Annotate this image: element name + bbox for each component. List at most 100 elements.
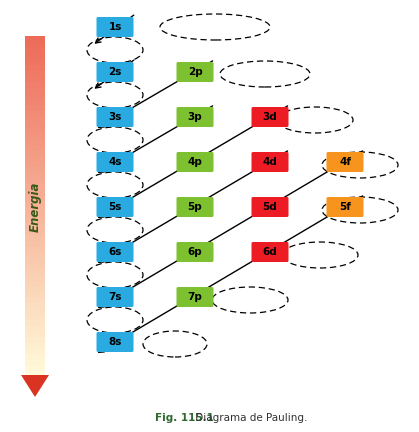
Text: Fig. 115.1: Fig. 115.1 <box>155 413 214 423</box>
Bar <box>25 371 45 377</box>
Bar <box>25 36 45 43</box>
Text: 3s: 3s <box>109 112 122 122</box>
FancyBboxPatch shape <box>96 287 134 307</box>
Text: Diagrama de Pauling.: Diagrama de Pauling. <box>192 413 308 423</box>
FancyBboxPatch shape <box>96 152 134 172</box>
Bar <box>25 88 45 94</box>
Bar <box>25 241 45 247</box>
Bar <box>25 178 45 184</box>
Bar <box>25 190 45 196</box>
Bar <box>25 269 45 275</box>
Bar <box>25 172 45 179</box>
FancyBboxPatch shape <box>251 197 289 217</box>
FancyBboxPatch shape <box>176 287 214 307</box>
FancyBboxPatch shape <box>96 107 134 127</box>
Bar <box>25 144 45 150</box>
Bar <box>25 257 45 264</box>
Bar <box>25 99 45 105</box>
Bar <box>25 110 45 116</box>
FancyBboxPatch shape <box>96 17 134 37</box>
Text: 6p: 6p <box>188 247 202 257</box>
Text: 1s: 1s <box>109 22 122 32</box>
Text: 4p: 4p <box>188 157 202 167</box>
Text: 4d: 4d <box>263 157 277 167</box>
Bar <box>25 292 45 298</box>
Text: 3d: 3d <box>263 112 277 122</box>
FancyBboxPatch shape <box>176 107 214 127</box>
FancyBboxPatch shape <box>176 152 214 172</box>
Bar <box>25 206 45 213</box>
Text: 5d: 5d <box>263 202 277 212</box>
FancyBboxPatch shape <box>176 62 214 82</box>
Text: 6s: 6s <box>109 247 122 257</box>
Bar <box>25 218 45 224</box>
Bar <box>25 354 45 360</box>
Bar <box>25 93 45 99</box>
Bar <box>25 263 45 269</box>
Bar <box>25 229 45 235</box>
Bar <box>25 167 45 173</box>
FancyBboxPatch shape <box>326 152 364 172</box>
Bar <box>25 65 45 71</box>
Bar <box>25 156 45 162</box>
FancyBboxPatch shape <box>96 332 134 352</box>
FancyBboxPatch shape <box>96 197 134 217</box>
Text: 7p: 7p <box>188 292 202 302</box>
Bar <box>25 139 45 145</box>
Bar <box>25 223 45 230</box>
Text: 7s: 7s <box>108 292 122 302</box>
Bar <box>25 82 45 88</box>
Bar <box>25 274 45 281</box>
Bar <box>25 365 45 372</box>
Bar <box>25 76 45 83</box>
Bar <box>25 121 45 128</box>
FancyBboxPatch shape <box>96 62 134 82</box>
FancyBboxPatch shape <box>251 107 289 127</box>
Bar <box>25 343 45 349</box>
Bar <box>25 303 45 309</box>
FancyBboxPatch shape <box>251 242 289 262</box>
Bar <box>25 235 45 241</box>
Bar <box>25 246 45 252</box>
Text: 5s: 5s <box>109 202 122 212</box>
Text: 4s: 4s <box>108 157 122 167</box>
Bar <box>25 127 45 133</box>
Bar <box>25 161 45 167</box>
Text: 2s: 2s <box>109 67 122 77</box>
Text: 5f: 5f <box>339 202 351 212</box>
Bar <box>25 297 45 303</box>
Text: 2p: 2p <box>188 67 202 77</box>
Bar <box>25 150 45 156</box>
Text: 4f: 4f <box>339 157 351 167</box>
Bar <box>25 280 45 286</box>
Bar <box>25 184 45 190</box>
Bar <box>25 212 45 218</box>
Text: 8s: 8s <box>109 337 122 347</box>
FancyBboxPatch shape <box>96 242 134 262</box>
Bar <box>25 359 45 365</box>
Bar <box>25 286 45 292</box>
FancyBboxPatch shape <box>251 152 289 172</box>
Bar <box>25 59 45 65</box>
Text: 3p: 3p <box>188 112 202 122</box>
Bar <box>25 42 45 48</box>
FancyBboxPatch shape <box>176 197 214 217</box>
Bar <box>25 195 45 201</box>
Bar <box>25 133 45 139</box>
Bar <box>25 201 45 207</box>
Bar <box>25 337 45 343</box>
Bar <box>25 48 45 54</box>
Bar <box>25 54 45 60</box>
FancyBboxPatch shape <box>326 197 364 217</box>
Bar <box>25 252 45 258</box>
Bar <box>25 116 45 122</box>
FancyArrow shape <box>21 375 49 397</box>
Bar <box>25 308 45 314</box>
FancyBboxPatch shape <box>176 242 214 262</box>
Bar <box>25 314 45 321</box>
Bar <box>25 70 45 76</box>
Bar <box>25 331 45 337</box>
Bar <box>25 105 45 111</box>
Text: 6d: 6d <box>263 247 277 257</box>
Bar <box>25 348 45 354</box>
